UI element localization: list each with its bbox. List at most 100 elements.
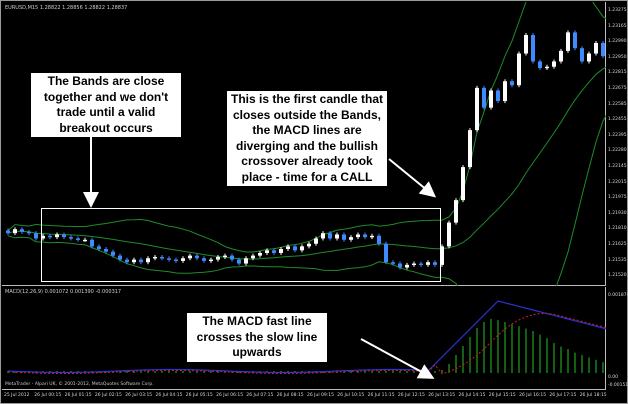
price-axis-label: 1.22455: [608, 117, 627, 123]
bear-candle: [538, 61, 542, 69]
price-axis-label: 1.21535: [608, 257, 627, 263]
price-axis: 1.23275 1.23165 1.22990 1.22950 1.22815 1.226…: [606, 2, 628, 391]
bear-candle: [97, 246, 101, 250]
bear-candle: [580, 48, 584, 62]
macd-chart: [7, 300, 606, 375]
time-axis-label: 26 Jul 17:15: [549, 393, 577, 398]
bull-candle: [209, 259, 213, 262]
bull-candle: [356, 234, 360, 238]
macd-slow-line: [7, 312, 606, 375]
bear-candle: [125, 259, 129, 263]
bear-candle: [20, 229, 24, 232]
candle-arrow: [388, 158, 437, 198]
bull-candle: [503, 81, 507, 102]
bull-candle: [447, 222, 451, 247]
bull-candle: [587, 53, 591, 62]
time-axis-label: 26 Jul 10:15: [337, 393, 365, 398]
bear-candle: [482, 87, 486, 108]
bear-candle: [272, 250, 276, 253]
bull-candle: [475, 87, 479, 131]
time-axis-label: 25 Jul 2012: [4, 393, 30, 398]
bull-candle: [524, 35, 528, 54]
bear-candle: [27, 231, 31, 234]
bear-candle: [230, 255, 234, 260]
bull-candle: [566, 32, 570, 51]
price-axis-label: 1.22015: [608, 179, 627, 185]
bull-candle: [517, 53, 521, 86]
bear-candle: [118, 255, 122, 260]
bear-candle: [174, 259, 178, 262]
time-axis-label: 26 Jul 05:15: [185, 393, 213, 398]
bear-candle: [398, 263, 402, 268]
price-axis-label: 1.23275: [608, 8, 627, 13]
time-axis-label: 26 Jul 06:15: [216, 393, 244, 398]
macd-title: MACD(12,26,9) 0.001072 0.001390 -0.00031…: [5, 289, 122, 295]
bear-candle: [160, 256, 164, 259]
price-axis-label: 1.21810: [608, 226, 627, 232]
bear-candle: [496, 90, 500, 102]
bull-candle: [13, 229, 17, 234]
time-axis-label: 26 Jul 15:15: [488, 393, 516, 398]
bull-candle: [286, 246, 290, 250]
bull-candle: [279, 249, 283, 253]
price-panel[interactable]: EURUSD,M15 1.28822 1.28856 1.28822 1.288…: [2, 2, 606, 286]
bull-candle: [244, 258, 248, 264]
time-axis-label: 26 Jul 00:15: [34, 393, 62, 398]
bear-candle: [90, 239, 94, 247]
macd-panel[interactable]: MACD(12,26,9) 0.001072 0.001390 -0.00031…: [2, 287, 606, 390]
copyright-text: MetaTrader - Alpari UK, © 2001-2012, Met…: [5, 382, 154, 387]
bear-candle: [111, 251, 115, 256]
bear-candle: [601, 42, 605, 57]
time-axis-label: 26 Jul 04:15: [155, 393, 183, 398]
macd-axis-label: 0.00: [608, 375, 619, 380]
bull-candle: [594, 42, 598, 54]
bull-candle: [349, 237, 353, 240]
bull-candle: [335, 234, 339, 239]
bear-candle: [202, 258, 206, 261]
bull-candle: [314, 238, 318, 244]
price-axis-label: 1.22145: [608, 164, 627, 169]
time-axis-label: 26 Jul 11:15: [367, 393, 395, 398]
bull-candle: [454, 200, 458, 223]
bull-candle: [251, 255, 255, 259]
bull-candle: [258, 252, 262, 256]
price-axis-label: 1.21625: [608, 242, 627, 247]
bull-candle: [426, 262, 430, 265]
bull-candle: [489, 90, 493, 108]
bull-candle: [370, 235, 374, 238]
price-axis-label: 1.22675: [608, 86, 627, 91]
bull-candle: [559, 50, 563, 62]
candle-callout: This is the first candle that closes out…: [227, 91, 387, 186]
bull-candle: [468, 130, 472, 168]
price-axis-label: 1.21520: [608, 273, 627, 279]
bull-candle: [41, 235, 45, 239]
bear-candle: [419, 263, 423, 266]
macd-axis-label: -0.001510: [608, 383, 628, 388]
time-axis: 25 Jul 2012 26 Jul 00:15 26 Jul 01:15 26 Ju…: [2, 391, 628, 404]
bear-candle: [531, 35, 535, 62]
price-axis-label: 1.23165: [608, 23, 627, 29]
time-axis-label: 26 Jul 09:15: [307, 393, 334, 398]
bull-candle: [216, 256, 220, 260]
time-axis-label: 26 Jul 07:15: [246, 393, 274, 398]
bear-candle: [6, 230, 10, 234]
bull-candle: [181, 258, 185, 261]
price-axis-label: 1.22815: [608, 70, 627, 76]
price-axis-label: 1.22990: [608, 39, 627, 45]
time-axis-label: 26 Jul 14:15: [458, 393, 486, 398]
bear-candle: [293, 246, 297, 251]
time-axis-label: 26 Jul 01:15: [64, 393, 92, 398]
macd-callout: The MACD fast line crosses the slow line…: [187, 313, 327, 362]
time-axis-label: 26 Jul 16:15: [519, 393, 547, 398]
bull-candle: [265, 250, 269, 253]
bands-callout: The Bands are close together and we don'…: [31, 73, 181, 137]
bear-candle: [342, 234, 346, 240]
bull-candle: [153, 256, 157, 259]
bull-candle: [321, 233, 325, 239]
bull-candle: [132, 259, 136, 263]
price-axis-label: 1.21930: [608, 210, 627, 216]
bull-candle: [552, 61, 556, 67]
time-axis-label: 26 Jul 02:15: [94, 393, 122, 398]
time-axis-label: 26 Jul 03:15: [125, 393, 153, 398]
bull-candle: [146, 258, 150, 263]
